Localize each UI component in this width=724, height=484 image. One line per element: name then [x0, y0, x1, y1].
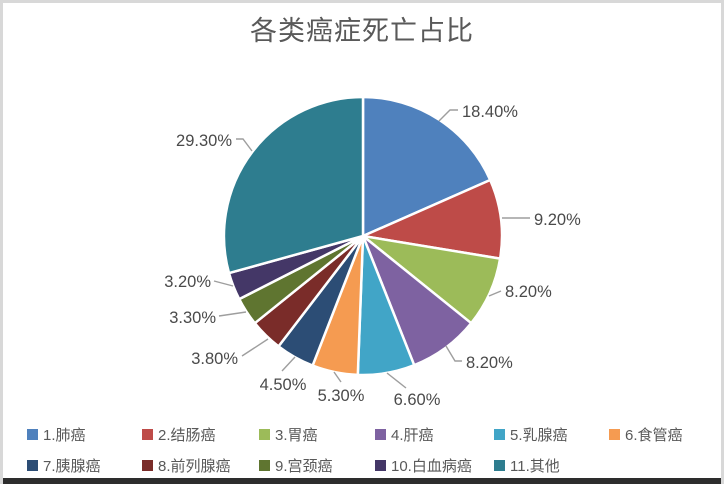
leader-line-5 — [386, 372, 407, 389]
legend: 1.肺癌 2.结肠癌 3.胃癌 4.肝癌 5.乳腺癌 6.食管癌 7.胰腺癌 8.前列腺癌 9.… — [3, 3, 721, 484]
leader-line-11 — [236, 138, 253, 152]
data-label-3: 8.20% — [505, 283, 552, 301]
legend-swatch-6 — [609, 428, 620, 440]
bottom-bar — [3, 478, 721, 484]
legend-label-2: 2.结肠癌 — [158, 426, 216, 444]
legend-swatch-8 — [142, 459, 153, 471]
legend-label-4: 4.肝癌 — [391, 426, 434, 444]
legend-swatch-10 — [375, 459, 386, 471]
data-label-9: 3.30% — [169, 309, 216, 327]
data-label-2: 9.20% — [534, 211, 581, 229]
data-label-10: 3.20% — [164, 273, 211, 291]
legend-swatch-3 — [259, 428, 270, 440]
legend-item-5: 5.乳腺癌 — [494, 426, 568, 444]
legend-item-9: 9.宫颈癌 — [259, 457, 333, 475]
legend-swatch-11 — [494, 459, 505, 471]
legend-label-10: 10.白血病癌 — [391, 457, 472, 475]
leader-line-6 — [333, 371, 342, 383]
data-label-5: 6.60% — [394, 391, 441, 409]
leader-line-8 — [241, 338, 269, 357]
legend-swatch-7 — [27, 459, 38, 471]
chart-title: 各类癌症死亡占比 — [250, 16, 474, 47]
legend-item-3: 3.胃癌 — [259, 426, 318, 444]
pie-slice-1 — [361, 95, 492, 238]
leader-line-9 — [218, 311, 247, 317]
data-label-4: 8.20% — [466, 354, 513, 372]
data-label-7: 4.50% — [260, 376, 307, 394]
legend-swatch-1 — [27, 428, 38, 440]
legend-item-4: 4.肝癌 — [375, 426, 434, 444]
legend-swatch-9 — [259, 459, 270, 471]
legend-label-8: 8.前列腺癌 — [158, 457, 231, 475]
legend-label-6: 6.食管癌 — [625, 426, 683, 444]
legend-label-11: 11.其他 — [510, 457, 560, 475]
legend-label-7: 7.胰腺癌 — [43, 457, 101, 475]
leader-line-7 — [281, 356, 296, 372]
pie-slice-2 — [361, 178, 504, 260]
legend-label-5: 5.乳腺癌 — [510, 426, 568, 444]
data-label-6: 5.30% — [318, 387, 365, 405]
legend-swatch-2 — [142, 428, 153, 440]
leader-line-4 — [445, 345, 462, 362]
legend-label-1: 1.肺癌 — [43, 426, 86, 444]
legend-label-3: 3.胃癌 — [275, 426, 318, 444]
data-label-1: 18.40% — [462, 103, 518, 121]
legend-item-11: 11.其他 — [494, 457, 560, 475]
leader-line-1 — [438, 109, 458, 122]
data-label-8: 3.80% — [191, 350, 238, 368]
legend-swatch-4 — [375, 428, 386, 440]
legend-item-7: 7.胰腺癌 — [27, 457, 101, 475]
legend-swatch-5 — [494, 428, 505, 440]
leader-line-10 — [213, 280, 234, 287]
pie-slice-11 — [222, 95, 365, 275]
data-label-11: 29.30% — [176, 132, 232, 150]
legend-item-8: 8.前列腺癌 — [142, 457, 231, 475]
legend-item-10: 10.白血病癌 — [375, 457, 472, 475]
pie-chart: 18.40% 9.20% 8.20% 8.20% 6.60% 5.30% 4.50% 3.80… — [164, 95, 581, 409]
legend-item-2: 2.结肠癌 — [142, 426, 216, 444]
leader-line-3 — [488, 290, 502, 297]
legend-item-6: 6.食管癌 — [609, 426, 683, 444]
legend-label-9: 9.宫颈癌 — [275, 457, 333, 475]
legend-item-1: 1.肺癌 — [27, 426, 86, 444]
